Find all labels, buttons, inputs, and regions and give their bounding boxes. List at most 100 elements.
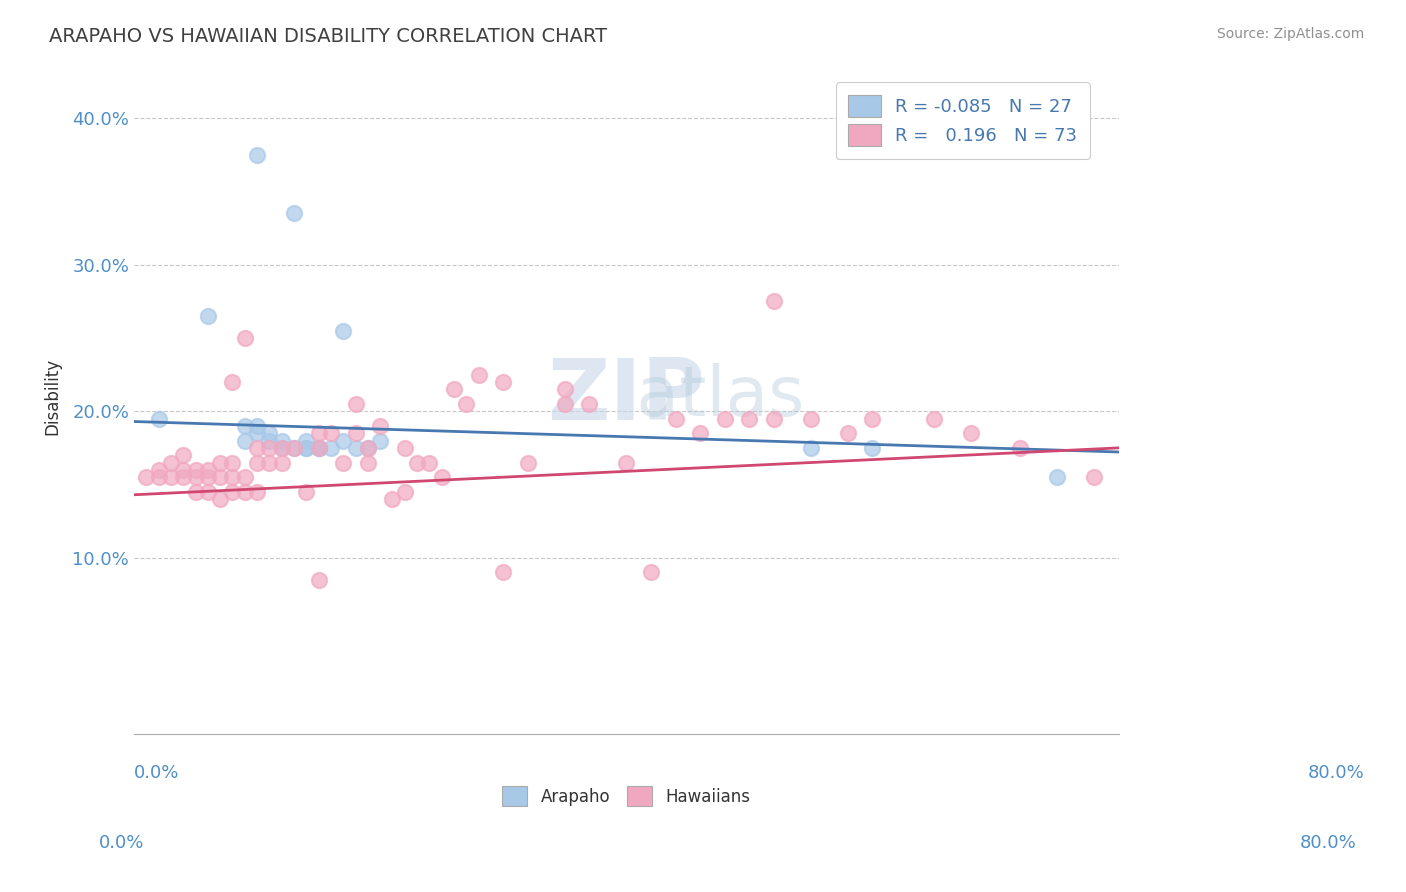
Point xyxy=(443,382,465,396)
Point xyxy=(197,484,219,499)
Point xyxy=(554,382,576,396)
Point xyxy=(148,463,170,477)
Point xyxy=(738,411,761,425)
Point xyxy=(233,470,256,484)
Point xyxy=(283,206,305,220)
Point xyxy=(1010,441,1032,455)
Point xyxy=(184,484,207,499)
Point xyxy=(148,411,170,425)
Point xyxy=(368,418,391,433)
Point xyxy=(394,441,416,455)
Point xyxy=(664,411,686,425)
Point xyxy=(456,397,478,411)
Point xyxy=(160,456,183,470)
Point xyxy=(184,463,207,477)
Point xyxy=(344,441,367,455)
Point xyxy=(221,470,243,484)
Point xyxy=(492,566,515,580)
Point xyxy=(270,434,292,448)
Point xyxy=(762,294,785,309)
Point xyxy=(640,566,662,580)
Point xyxy=(209,456,232,470)
Point xyxy=(922,411,945,425)
Point xyxy=(246,456,269,470)
Text: 80.0%: 80.0% xyxy=(1301,834,1357,852)
Point xyxy=(357,441,380,455)
Point xyxy=(344,426,367,441)
Point xyxy=(295,441,318,455)
Point xyxy=(233,418,256,433)
Point xyxy=(357,441,380,455)
Point xyxy=(689,426,711,441)
Point xyxy=(233,331,256,345)
Legend: Arapaho, Hawaiians: Arapaho, Hawaiians xyxy=(496,780,756,813)
Point xyxy=(172,463,194,477)
Point xyxy=(332,434,354,448)
Point xyxy=(308,441,330,455)
Point xyxy=(762,411,785,425)
Point xyxy=(283,441,305,455)
Point xyxy=(184,470,207,484)
Point xyxy=(308,441,330,455)
Text: ARAPAHO VS HAWAIIAN DISABILITY CORRELATION CHART: ARAPAHO VS HAWAIIAN DISABILITY CORRELATI… xyxy=(49,27,607,45)
Point xyxy=(259,456,281,470)
Point xyxy=(246,484,269,499)
Point xyxy=(259,434,281,448)
Point xyxy=(1046,470,1069,484)
Point xyxy=(332,324,354,338)
Point xyxy=(295,484,318,499)
Point xyxy=(233,434,256,448)
Text: 80.0%: 80.0% xyxy=(1308,764,1365,782)
Point xyxy=(578,397,600,411)
Point xyxy=(283,441,305,455)
Point xyxy=(357,456,380,470)
Point xyxy=(516,456,538,470)
Point xyxy=(862,441,884,455)
Point xyxy=(960,426,983,441)
Point xyxy=(1083,470,1105,484)
Point xyxy=(800,441,823,455)
Point xyxy=(209,492,232,507)
Point xyxy=(418,456,440,470)
Point xyxy=(197,463,219,477)
Point xyxy=(172,448,194,462)
Point xyxy=(308,441,330,455)
Point xyxy=(308,573,330,587)
Point xyxy=(259,441,281,455)
Point xyxy=(406,456,429,470)
Point xyxy=(837,426,859,441)
Point xyxy=(332,456,354,470)
Point xyxy=(319,441,342,455)
Point xyxy=(135,470,157,484)
Point xyxy=(197,470,219,484)
Point xyxy=(270,441,292,455)
Point xyxy=(862,411,884,425)
Point xyxy=(800,411,823,425)
Text: 0.0%: 0.0% xyxy=(134,764,180,782)
Point xyxy=(246,418,269,433)
Point xyxy=(430,470,453,484)
Point xyxy=(246,441,269,455)
Point xyxy=(308,426,330,441)
Point xyxy=(197,309,219,323)
Y-axis label: Disability: Disability xyxy=(44,358,60,435)
Point xyxy=(713,411,735,425)
Point xyxy=(221,484,243,499)
Point xyxy=(295,441,318,455)
Text: Source: ZipAtlas.com: Source: ZipAtlas.com xyxy=(1216,27,1364,41)
Point xyxy=(614,456,637,470)
Point xyxy=(221,456,243,470)
Point xyxy=(172,470,194,484)
Text: 0.0%: 0.0% xyxy=(98,834,143,852)
Point xyxy=(394,484,416,499)
Point xyxy=(344,397,367,411)
Point xyxy=(148,470,170,484)
Point xyxy=(270,456,292,470)
Point xyxy=(259,426,281,441)
Point xyxy=(381,492,404,507)
Point xyxy=(246,148,269,162)
Text: atlas: atlas xyxy=(547,363,804,430)
Point xyxy=(246,426,269,441)
Point xyxy=(554,397,576,411)
Point xyxy=(368,434,391,448)
